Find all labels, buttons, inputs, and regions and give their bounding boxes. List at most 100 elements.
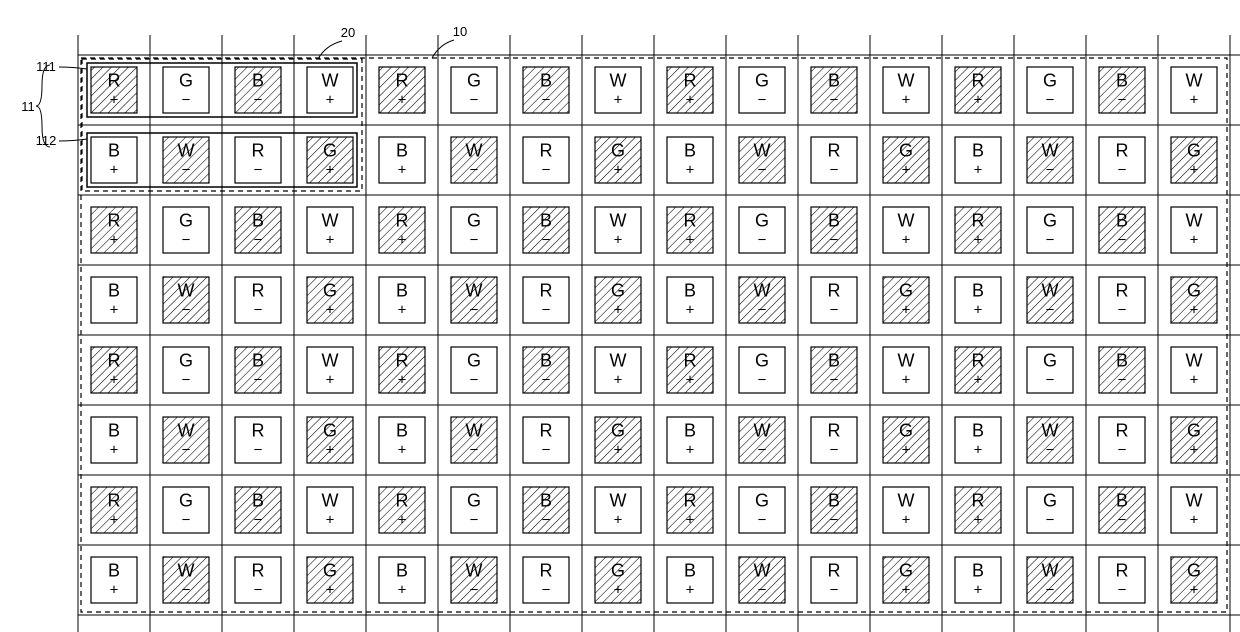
cell-polarity: + bbox=[686, 232, 695, 249]
pixel-cell: R− bbox=[811, 277, 857, 323]
pixel-cell: W− bbox=[163, 137, 209, 183]
cell-polarity: + bbox=[686, 442, 695, 459]
cell-polarity: − bbox=[1046, 512, 1055, 529]
pixel-cell: B− bbox=[811, 487, 857, 533]
cell-letter: R bbox=[972, 350, 985, 370]
cell-letter: W bbox=[1186, 70, 1203, 90]
cell-polarity: − bbox=[542, 582, 551, 599]
cell-letter: G bbox=[899, 420, 913, 440]
cell-polarity: − bbox=[542, 92, 551, 109]
cell-letter: G bbox=[611, 140, 625, 160]
pixel-cell: W+ bbox=[595, 347, 641, 393]
cell-polarity: + bbox=[398, 512, 407, 529]
cell-polarity: + bbox=[110, 92, 119, 109]
cell-letter: W bbox=[1042, 140, 1059, 160]
cell-letter: R bbox=[1116, 280, 1129, 300]
cell-polarity: + bbox=[686, 92, 695, 109]
pixel-cell: W− bbox=[451, 557, 497, 603]
cell-polarity: + bbox=[974, 162, 983, 179]
pixel-cell: R− bbox=[811, 417, 857, 463]
pixel-cell: R+ bbox=[379, 347, 425, 393]
pixel-cell: W− bbox=[739, 557, 785, 603]
cell-letter: W bbox=[1042, 280, 1059, 300]
pixel-cell: R+ bbox=[667, 487, 713, 533]
pixel-cell: G− bbox=[739, 487, 785, 533]
pixel-cell: W+ bbox=[1171, 347, 1217, 393]
cell-letter: W bbox=[322, 210, 339, 230]
pixel-cell: G+ bbox=[1171, 137, 1217, 183]
pixel-cell: B+ bbox=[955, 417, 1001, 463]
cell-letter: W bbox=[466, 280, 483, 300]
cell-letter: W bbox=[466, 560, 483, 580]
cell-letter: R bbox=[252, 280, 265, 300]
cell-polarity: + bbox=[902, 512, 911, 529]
pixel-cell: R+ bbox=[667, 207, 713, 253]
pixel-cell: G− bbox=[451, 487, 497, 533]
cell-letter: R bbox=[396, 350, 409, 370]
cell-letter: B bbox=[972, 420, 984, 440]
pixel-cell: R− bbox=[1099, 557, 1145, 603]
cell-polarity: − bbox=[182, 582, 191, 599]
pixel-cell: W+ bbox=[307, 487, 353, 533]
pixel-cell: G+ bbox=[883, 557, 929, 603]
cell-polarity: − bbox=[830, 582, 839, 599]
cell-polarity: − bbox=[758, 302, 767, 319]
cell-polarity: + bbox=[974, 302, 983, 319]
pixel-cell: G− bbox=[1027, 67, 1073, 113]
cell-polarity: − bbox=[470, 162, 479, 179]
cell-letter: G bbox=[611, 420, 625, 440]
cell-letter: G bbox=[323, 140, 337, 160]
pixel-cell: R+ bbox=[91, 207, 137, 253]
cell-polarity: + bbox=[326, 442, 335, 459]
cell-letter: R bbox=[684, 350, 697, 370]
cell-polarity: + bbox=[110, 582, 119, 599]
cell-polarity: + bbox=[1190, 162, 1199, 179]
pixel-cell: R− bbox=[1099, 137, 1145, 183]
cell-polarity: + bbox=[110, 372, 119, 389]
pixel-cell: G+ bbox=[883, 137, 929, 183]
cell-polarity: + bbox=[974, 232, 983, 249]
cell-letter: G bbox=[1043, 350, 1057, 370]
cell-letter: W bbox=[466, 420, 483, 440]
pixel-cell: B+ bbox=[379, 277, 425, 323]
cell-polarity: + bbox=[110, 512, 119, 529]
cell-polarity: + bbox=[326, 302, 335, 319]
pixel-cell: R+ bbox=[667, 347, 713, 393]
cell-polarity: − bbox=[470, 582, 479, 599]
cell-letter: R bbox=[1116, 560, 1129, 580]
cell-letter: G bbox=[1043, 210, 1057, 230]
cell-polarity: − bbox=[182, 442, 191, 459]
cell-polarity: − bbox=[1118, 162, 1127, 179]
pixel-cell: R− bbox=[523, 137, 569, 183]
pixel-cell: G+ bbox=[307, 557, 353, 603]
cell-letter: G bbox=[1187, 420, 1201, 440]
pixel-cell: R+ bbox=[955, 487, 1001, 533]
cell-letter: R bbox=[108, 210, 121, 230]
cell-letter: B bbox=[972, 560, 984, 580]
pixel-cell: W− bbox=[1027, 417, 1073, 463]
cell-polarity: − bbox=[254, 302, 263, 319]
cell-letter: B bbox=[540, 210, 552, 230]
cell-polarity: − bbox=[470, 92, 479, 109]
cell-polarity: + bbox=[1190, 582, 1199, 599]
pixel-cell: W+ bbox=[307, 207, 353, 253]
cell-letter: B bbox=[684, 560, 696, 580]
pixel-cell: B− bbox=[523, 347, 569, 393]
cell-polarity: − bbox=[1046, 372, 1055, 389]
pixel-cell: R− bbox=[811, 557, 857, 603]
cell-letter: B bbox=[396, 420, 408, 440]
cell-polarity: + bbox=[902, 372, 911, 389]
cell-letter: B bbox=[828, 70, 840, 90]
pixel-cell: R+ bbox=[955, 207, 1001, 253]
pixel-cell: R+ bbox=[379, 67, 425, 113]
cell-polarity: − bbox=[758, 232, 767, 249]
cell-polarity: + bbox=[1190, 512, 1199, 529]
cell-polarity: − bbox=[830, 232, 839, 249]
cell-polarity: + bbox=[614, 442, 623, 459]
pixel-cell: G+ bbox=[307, 137, 353, 183]
cell-letter: B bbox=[252, 350, 264, 370]
cell-polarity: + bbox=[1190, 92, 1199, 109]
pixel-cell: W− bbox=[739, 137, 785, 183]
cell-polarity: − bbox=[254, 372, 263, 389]
cell-letter: W bbox=[898, 210, 915, 230]
